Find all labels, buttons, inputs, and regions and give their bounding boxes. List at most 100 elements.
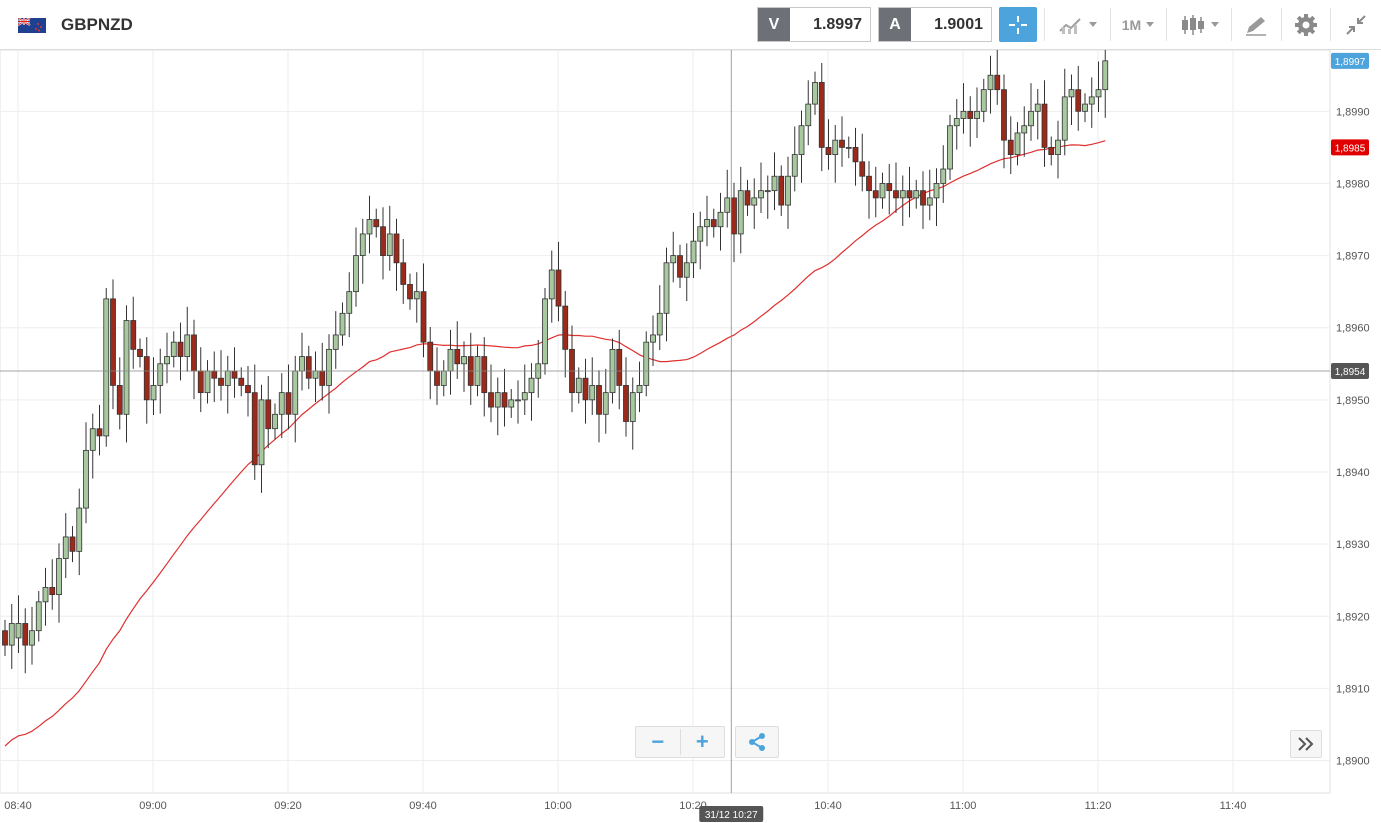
buy-price-button[interactable]: A 1.9001 <box>878 7 992 42</box>
candle <box>454 321 461 379</box>
y-tick-label: 1,8950 <box>1336 395 1370 407</box>
candle <box>1014 122 1021 166</box>
candle <box>130 296 137 369</box>
x-tick-label: 09:20 <box>274 800 302 812</box>
candle <box>994 50 1001 105</box>
x-tick-label: 08:40 <box>4 800 32 812</box>
buy-price: 1.9001 <box>934 15 983 33</box>
candle <box>980 78 987 123</box>
chart-area[interactable]: 31/12 10:27 1,8900 1,8910 1,8920 1,8930 1,89… <box>0 50 1381 823</box>
candle <box>960 83 967 134</box>
candle <box>670 231 677 283</box>
candle <box>1034 88 1041 140</box>
candle <box>933 168 940 227</box>
candle <box>710 208 717 238</box>
price-chart[interactable]: 31/12 10:27 1,8900 1,8910 1,8920 1,8930 1,89… <box>0 50 1381 823</box>
scroll-to-latest-button[interactable] <box>1290 730 1322 758</box>
candle <box>697 211 704 270</box>
current-price-tag: 1,8997 <box>1335 57 1366 68</box>
crosshair-button[interactable] <box>999 7 1037 42</box>
collapse-button[interactable] <box>1336 7 1376 42</box>
candle <box>967 96 974 147</box>
candle <box>778 165 785 216</box>
candle <box>1055 120 1061 179</box>
zoom-in-button[interactable]: + <box>695 729 709 754</box>
candle <box>42 567 49 626</box>
candle <box>312 351 319 403</box>
candle <box>872 166 879 218</box>
candle <box>157 348 164 414</box>
candle <box>1075 65 1082 131</box>
candle <box>218 350 224 401</box>
candle <box>251 364 258 480</box>
candle <box>751 178 758 229</box>
timeframe-button[interactable]: 1M <box>1114 7 1162 42</box>
candle <box>346 272 353 338</box>
candle <box>616 329 623 410</box>
candle <box>866 161 872 219</box>
indicators-button[interactable] <box>1050 7 1105 42</box>
candle <box>245 365 251 417</box>
candle <box>29 606 35 665</box>
collapse-icon <box>1346 14 1366 35</box>
candle <box>116 357 123 430</box>
candle <box>184 306 191 372</box>
candle <box>508 389 515 418</box>
candle <box>818 62 825 172</box>
candle <box>920 171 926 229</box>
candle <box>501 368 508 427</box>
candle <box>427 327 434 400</box>
candle <box>224 355 231 414</box>
candle <box>488 364 494 423</box>
candle <box>150 357 157 416</box>
y-tick-label: 1,8990 <box>1336 106 1370 118</box>
candle <box>123 305 130 443</box>
candle <box>893 162 899 214</box>
candle <box>791 126 798 192</box>
candle <box>83 422 89 524</box>
candle <box>434 347 440 405</box>
sell-price-button[interactable]: V 1.8997 <box>757 7 871 42</box>
candle <box>906 166 913 218</box>
candle <box>1007 116 1014 175</box>
candle <box>737 166 744 254</box>
candle <box>380 207 386 280</box>
candle <box>953 99 960 150</box>
x-tick-label: 10:00 <box>544 800 572 812</box>
candle <box>886 163 893 215</box>
candle <box>1082 93 1088 123</box>
x-tick-label: 09:40 <box>409 800 437 812</box>
candle <box>771 152 778 211</box>
candle <box>940 145 947 203</box>
candle <box>535 339 542 398</box>
chevron-down-icon <box>1211 22 1219 27</box>
candle <box>103 288 110 447</box>
settings-button[interactable] <box>1286 7 1326 42</box>
candle <box>798 110 805 183</box>
candle <box>89 413 96 479</box>
zoom-out-button[interactable]: − <box>636 729 681 755</box>
gear-icon <box>1295 13 1317 36</box>
x-tick-label: 11:40 <box>1220 800 1247 812</box>
candle <box>2 619 8 656</box>
ma-price-tag: 1,8985 <box>1335 143 1366 154</box>
candle <box>191 319 197 400</box>
x-tick-label: 11:20 <box>1085 800 1112 812</box>
candle <box>258 384 265 493</box>
candle <box>1028 83 1034 141</box>
chart-type-button[interactable] <box>1172 7 1227 42</box>
candle <box>420 263 427 358</box>
share-button[interactable] <box>735 726 779 758</box>
drawing-tools-button[interactable] <box>1236 7 1276 42</box>
y-tick-label: 1,8940 <box>1336 467 1370 479</box>
candle <box>926 169 933 221</box>
candle <box>717 192 724 251</box>
candle <box>704 195 710 247</box>
candle <box>272 403 278 440</box>
candle <box>1048 136 1055 166</box>
y-tick-label: 1,8910 <box>1336 683 1370 695</box>
y-tick-label: 1,8960 <box>1336 323 1370 335</box>
candle <box>521 364 528 416</box>
candle <box>785 156 791 229</box>
candle <box>683 243 690 302</box>
